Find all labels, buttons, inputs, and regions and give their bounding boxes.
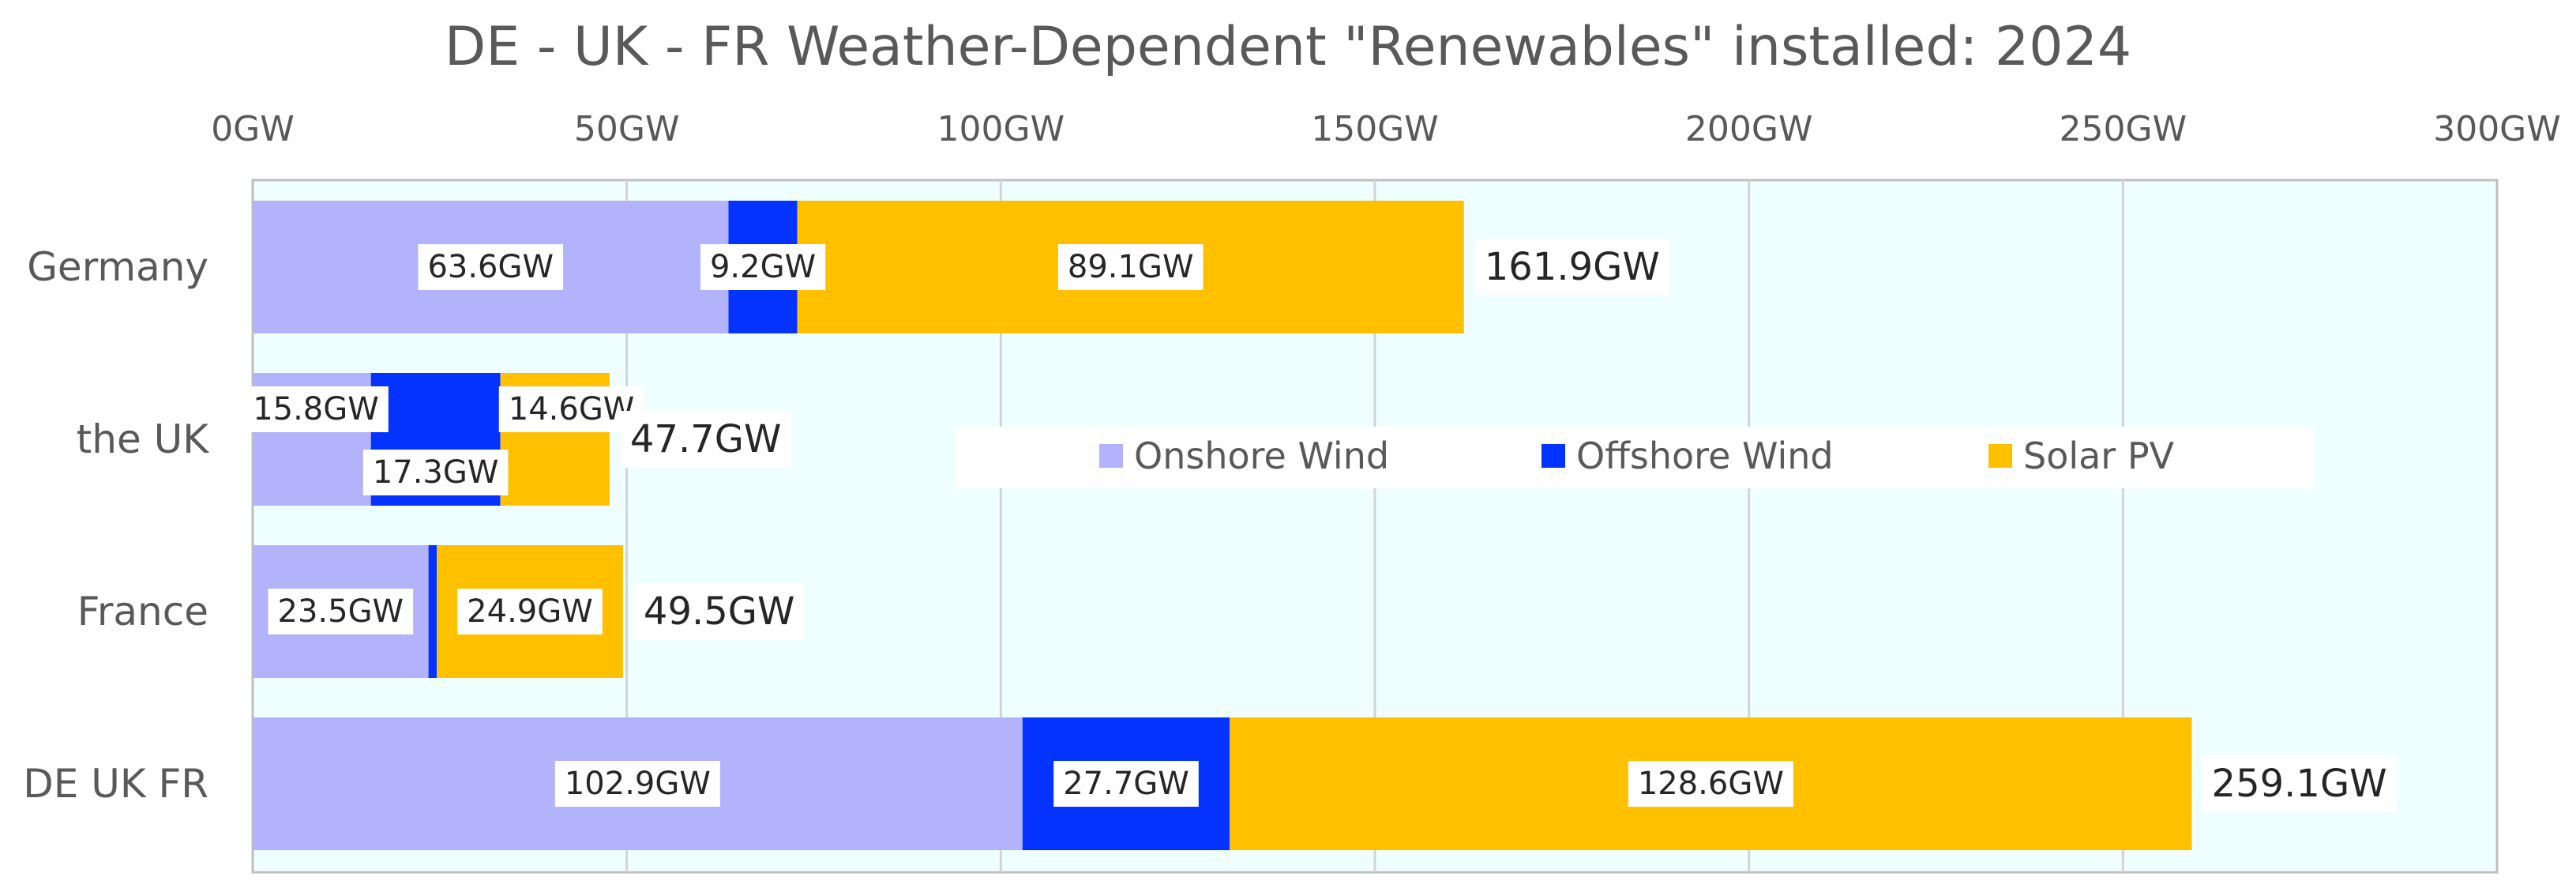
total-label: 161.9GW xyxy=(1485,245,1660,289)
data-label-box xyxy=(268,589,414,634)
data-label-box xyxy=(1057,244,1204,290)
total-label-box xyxy=(2202,755,2397,812)
data-label: 63.6GW xyxy=(427,249,554,285)
total-label: 49.5GW xyxy=(644,589,795,634)
total-label-box xyxy=(1474,239,1669,296)
bar-offshore-wind xyxy=(428,545,437,678)
data-label-box xyxy=(243,386,389,432)
category-label: DE UK FR xyxy=(23,761,208,807)
data-label-box xyxy=(418,244,564,290)
data-label: 15.8GW xyxy=(253,391,379,427)
total-label: 47.7GW xyxy=(630,417,782,461)
x-tick-label: 100GW xyxy=(937,109,1065,149)
data-label: 102.9GW xyxy=(565,766,711,802)
data-label: 14.6GW xyxy=(509,391,635,427)
data-label: 128.6GW xyxy=(1638,766,1784,802)
data-labels: 63.6GW 9.2GW 89.1GW 15.8GW 17.3GW 14.6GW 23.5G… xyxy=(243,244,1793,807)
legend-label: Onshore Wind xyxy=(1134,435,1389,477)
chart-title: DE - UK - FR Weather-Dependent "Renewabl… xyxy=(445,16,2131,78)
data-label-box xyxy=(1053,761,1199,807)
total-label-box xyxy=(633,583,805,640)
data-label: 17.3GW xyxy=(373,454,499,491)
x-tick-label: 200GW xyxy=(1685,109,1813,149)
data-label-box xyxy=(498,386,644,432)
x-tick-label: 150GW xyxy=(1311,109,1439,149)
data-label-box xyxy=(362,450,509,495)
category-labels: Germany the UK France DE UK FR xyxy=(23,244,209,807)
total-labels: 161.9GW 47.7GW 49.5GW 259.1GW xyxy=(620,239,2397,812)
data-label: 27.7GW xyxy=(1063,766,1189,802)
data-label: 89.1GW xyxy=(1068,249,1194,285)
legend-swatch xyxy=(1099,444,1123,468)
total-label-box xyxy=(620,411,791,468)
legend-swatch xyxy=(1541,444,1565,468)
legend-label: Offshore Wind xyxy=(1576,435,1834,477)
data-label-box xyxy=(1628,761,1793,807)
legend-label: Solar PV xyxy=(2023,435,2175,477)
data-label: 9.2GW xyxy=(710,249,816,285)
legend-box xyxy=(956,427,2314,488)
category-label: the UK xyxy=(77,416,210,462)
data-label: 23.5GW xyxy=(278,593,404,630)
x-axis-ticks: 0GW 50GW 100GW 150GW 200GW 250GW 300GW xyxy=(211,109,2561,149)
x-tick-label: 0GW xyxy=(211,109,295,149)
category-label: France xyxy=(77,589,208,634)
legend-swatch xyxy=(1988,444,2012,468)
legend: Onshore Wind Offshore Wind Solar PV xyxy=(956,427,2314,488)
data-label-box xyxy=(554,761,720,807)
x-tick-label: 300GW xyxy=(2433,109,2561,149)
x-tick-label: 50GW xyxy=(574,109,680,149)
total-label: 259.1GW xyxy=(2212,762,2387,806)
data-label-box xyxy=(700,244,826,290)
category-label: Germany xyxy=(27,244,208,290)
data-label: 24.9GW xyxy=(467,593,593,630)
x-tick-label: 250GW xyxy=(2060,109,2187,149)
data-label-box xyxy=(457,589,603,634)
